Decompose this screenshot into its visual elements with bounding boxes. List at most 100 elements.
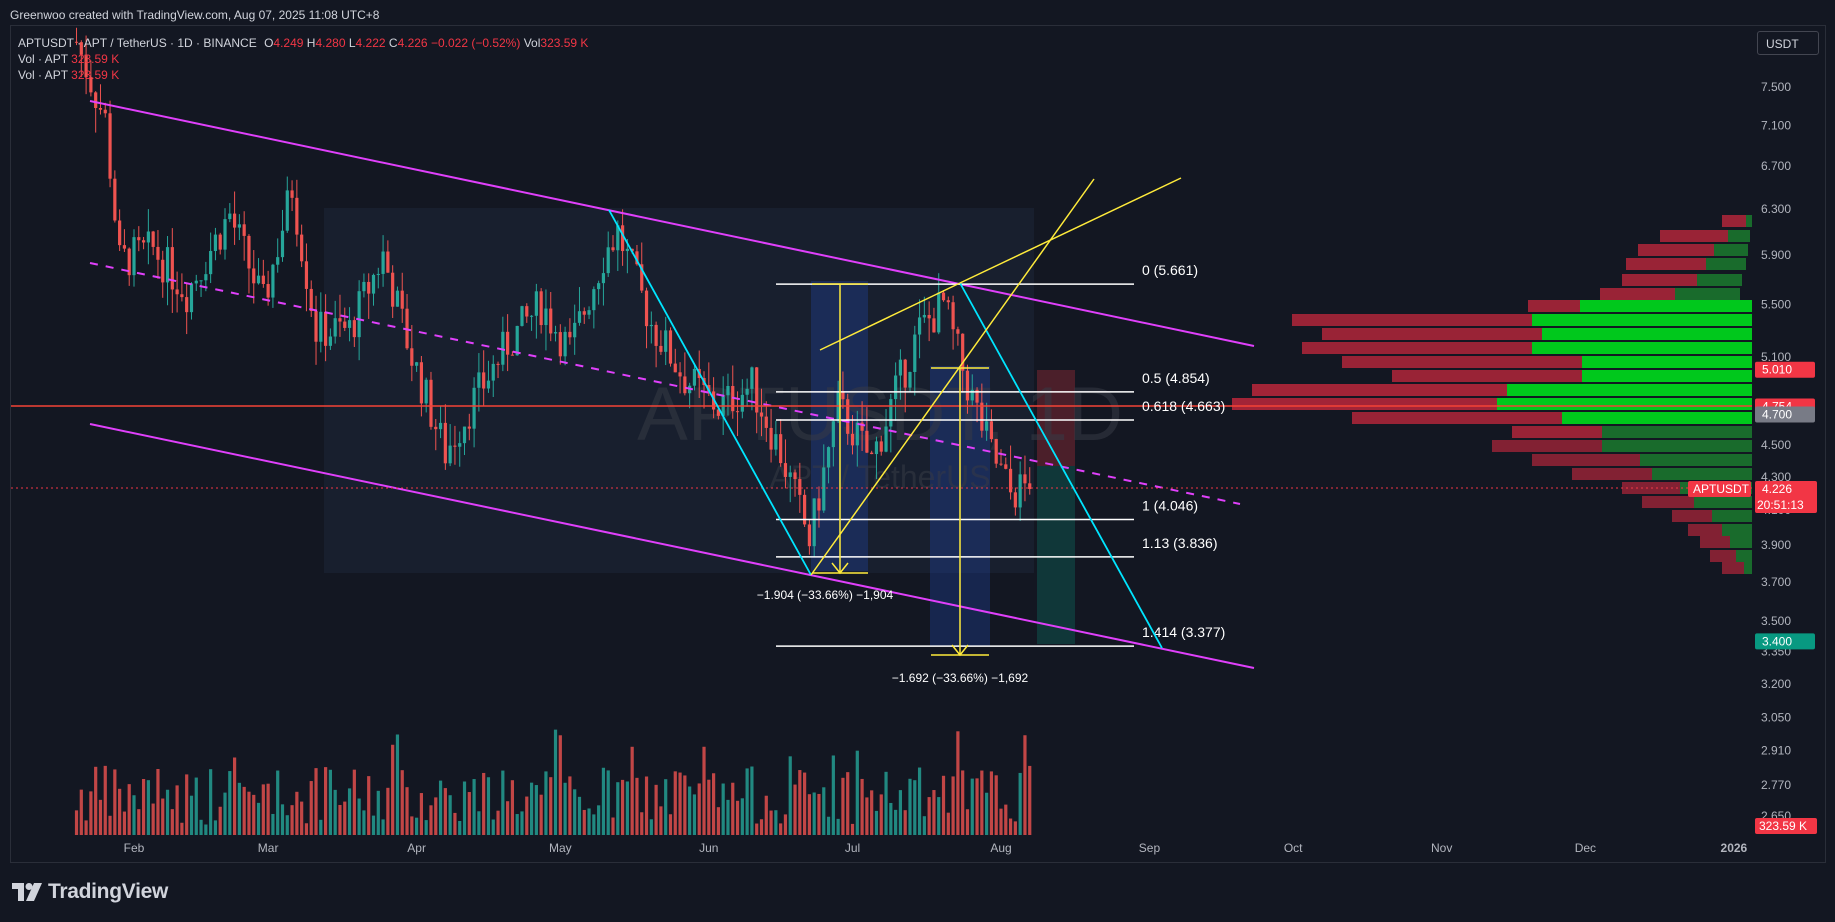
- volume-bar: [290, 805, 294, 835]
- volume-bar: [189, 795, 194, 835]
- volume-indicator-row-2[interactable]: Vol · APT 323.59 K: [18, 67, 588, 83]
- price-tick-label: 4.500: [1761, 438, 1791, 452]
- volume-profile-up-bar: [1580, 300, 1752, 312]
- volume-profile-up-bar: [1582, 370, 1752, 382]
- candle-body: [908, 371, 912, 388]
- volume-bar: [740, 798, 744, 835]
- volume-bar: [707, 779, 711, 835]
- candle-body: [386, 251, 390, 273]
- volume-bar: [702, 746, 706, 835]
- volume-bar: [103, 765, 107, 835]
- volume-bar: [74, 810, 79, 835]
- price-tick-label: 5.900: [1761, 248, 1791, 262]
- candle-body: [525, 306, 529, 317]
- candle-body: [683, 376, 687, 394]
- volume-profile-up-bar: [1582, 356, 1752, 368]
- position-stop-zone: [1037, 370, 1075, 466]
- volume-bar: [985, 792, 989, 835]
- candle-body: [668, 330, 673, 364]
- candle-body: [189, 283, 194, 313]
- candle-body: [118, 220, 122, 246]
- volume-bar: [352, 769, 356, 835]
- volume-profile: [1232, 215, 1752, 574]
- candle-body: [573, 322, 577, 338]
- candle-body: [846, 399, 850, 434]
- price-tick-label: 5.100: [1761, 350, 1791, 364]
- candle-body: [625, 248, 629, 252]
- candle-body: [256, 275, 261, 284]
- volume-bar: [750, 766, 754, 835]
- volume-bar: [118, 788, 122, 835]
- candle-body: [826, 447, 831, 468]
- candle-body: [103, 109, 107, 114]
- volume-bar: [822, 787, 826, 835]
- volume-profile-up-bar: [1542, 328, 1752, 340]
- candle-body: [161, 259, 165, 283]
- volume-profile-up-bar: [1728, 230, 1750, 242]
- volume-bar: [803, 772, 807, 835]
- volume-bar: [620, 779, 625, 835]
- candle-body: [903, 359, 907, 388]
- candle-body: [300, 234, 304, 262]
- volume-bar: [980, 770, 984, 835]
- volume-profile-up-bar: [1694, 496, 1752, 508]
- volume-tag-label: 323.59 K: [1759, 819, 1807, 833]
- volume-bar: [841, 777, 845, 835]
- range-highlight: [324, 208, 1034, 573]
- candle-body: [1028, 483, 1032, 489]
- volume-bar: [151, 803, 155, 835]
- volume-bar: [630, 746, 634, 835]
- candle-body: [266, 284, 270, 298]
- candle-body: [252, 268, 256, 284]
- volume-bar: [659, 806, 663, 835]
- symbol-legend: APTUSDT · APT / TetherUS · 1D · BINANCE …: [18, 35, 588, 83]
- volume-profile-down-bar: [1710, 550, 1736, 562]
- symbol-line[interactable]: APTUSDT · APT / TetherUS · 1D · BINANCE: [18, 36, 257, 50]
- candle-body: [156, 246, 160, 260]
- volume-bar: [649, 819, 653, 835]
- volume-bar: [975, 778, 979, 835]
- candle-body: [874, 441, 879, 455]
- candle-body: [644, 290, 649, 327]
- close-label: C: [388, 36, 398, 50]
- volume-bar: [122, 811, 127, 835]
- volume-bar: [884, 771, 888, 835]
- volume-indicator-row[interactable]: Vol · APT 323.59 K: [18, 51, 588, 67]
- volume-bar: [314, 768, 318, 835]
- candle-body: [563, 331, 567, 357]
- candle-body: [606, 247, 610, 274]
- candle-body: [165, 247, 170, 283]
- volume-profile-down-bar: [1532, 454, 1640, 466]
- last-price-value: 4.226: [1762, 482, 1792, 496]
- volume-indicator-label: Vol · APT: [18, 52, 68, 66]
- volume-bar: [477, 811, 481, 835]
- candle-body: [999, 463, 1003, 465]
- currency-button[interactable]: USDT: [1757, 31, 1819, 55]
- volume-bar: [558, 735, 562, 835]
- tradingview-footer[interactable]: TradingView: [12, 880, 168, 904]
- candle-body: [597, 283, 601, 290]
- volume-bar: [415, 817, 419, 835]
- high-label: H: [306, 36, 316, 50]
- candle-body: [649, 324, 653, 327]
- volume-profile-down-bar: [1322, 328, 1542, 340]
- volume-bar: [223, 792, 227, 835]
- volume-profile-down-bar: [1232, 398, 1497, 410]
- candle-body: [94, 92, 98, 108]
- volume-bar: [529, 782, 534, 835]
- candle-body: [635, 251, 639, 265]
- volume-bar: [438, 780, 443, 835]
- volume-bar: [870, 790, 874, 835]
- volume-profile-down-bar: [1352, 412, 1562, 424]
- volume-bar: [779, 823, 783, 835]
- volume-bar: [204, 824, 208, 835]
- candle-body: [769, 427, 773, 450]
- volume-bar: [1028, 765, 1032, 835]
- volume-profile-up-bar: [1602, 426, 1752, 438]
- candle-body: [994, 439, 998, 464]
- candle-body: [898, 359, 903, 376]
- candle-body: [601, 273, 606, 284]
- abcd-leg: [608, 209, 812, 576]
- candle-body: [170, 247, 174, 290]
